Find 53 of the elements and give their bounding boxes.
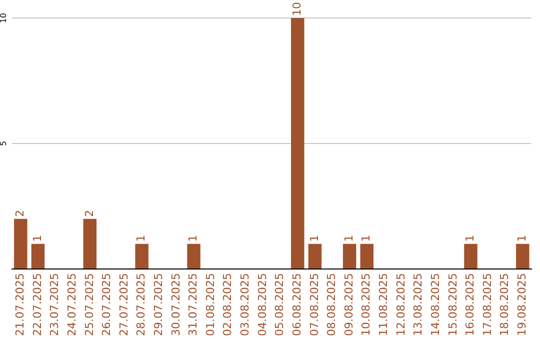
x-tick-label: 08.08.2025 bbox=[325, 273, 338, 336]
x-tick-label: 01.08.2025 bbox=[204, 273, 217, 336]
x-tick-label: 12.08.2025 bbox=[394, 273, 408, 336]
x-tick-label: 21.07.2025 bbox=[14, 273, 27, 336]
x-tick-label: 22.07.2025 bbox=[30, 273, 44, 336]
data-label: 1 bbox=[186, 234, 200, 242]
x-tick-label: 18.08.2025 bbox=[498, 273, 512, 336]
x-tick-label: 06.08.2025 bbox=[290, 273, 304, 336]
bar bbox=[135, 244, 148, 269]
x-tick-label: 27.07.2025 bbox=[117, 273, 130, 336]
data-label: 1 bbox=[360, 234, 373, 242]
x-tick-label: 23.07.2025 bbox=[48, 273, 62, 336]
bar bbox=[308, 244, 322, 269]
x-tick-label: 07.08.2025 bbox=[308, 273, 321, 336]
bar bbox=[187, 244, 200, 269]
data-label: 10 bbox=[290, 2, 304, 16]
y-tick-label: 5 bbox=[0, 140, 8, 146]
x-tick-label: 05.08.2025 bbox=[273, 273, 286, 336]
bar bbox=[360, 244, 374, 269]
data-label: 2 bbox=[82, 210, 96, 217]
x-tick-label: 09.08.2025 bbox=[342, 273, 356, 336]
bar bbox=[31, 244, 45, 269]
data-label: 1 bbox=[134, 234, 148, 242]
data-label: 1 bbox=[464, 234, 477, 242]
x-tick-label: 24.07.2025 bbox=[65, 273, 78, 336]
x-tick-label: 13.08.2025 bbox=[412, 273, 425, 336]
x-tick-label: 11.08.2025 bbox=[377, 273, 390, 336]
x-tick-label: 30.07.2025 bbox=[169, 273, 182, 336]
bar bbox=[83, 218, 97, 269]
bar bbox=[464, 244, 478, 269]
x-tick-label: 15.08.2025 bbox=[446, 273, 460, 336]
data-label: 1 bbox=[516, 234, 529, 242]
x-tick-label: 25.07.2025 bbox=[82, 273, 96, 336]
x-tick-label: 10.08.2025 bbox=[360, 273, 373, 336]
x-tick-label: 26.07.2025 bbox=[100, 273, 114, 336]
x-tick-label: 31.07.2025 bbox=[186, 273, 200, 336]
data-label: 1 bbox=[342, 234, 356, 242]
bar bbox=[14, 218, 28, 269]
data-label: 1 bbox=[30, 234, 44, 242]
bar bbox=[516, 244, 530, 269]
x-tick-label: 16.08.2025 bbox=[464, 273, 477, 336]
x-tick-label: 04.08.2025 bbox=[256, 273, 269, 336]
x-tick-label: 17.08.2025 bbox=[480, 273, 494, 336]
x-tick-label: 28.07.2025 bbox=[134, 273, 148, 336]
bar bbox=[291, 18, 304, 269]
data-label: 1 bbox=[308, 234, 321, 242]
x-tick-label: 19.08.2025 bbox=[516, 273, 529, 336]
bar bbox=[342, 244, 356, 269]
x-tick-label: 14.08.2025 bbox=[428, 273, 442, 336]
data-label: 2 bbox=[14, 210, 27, 217]
x-tick-label: 02.08.2025 bbox=[221, 273, 234, 336]
x-tick-label: 29.07.2025 bbox=[152, 273, 165, 336]
x-tick-label: 03.08.2025 bbox=[238, 273, 252, 336]
